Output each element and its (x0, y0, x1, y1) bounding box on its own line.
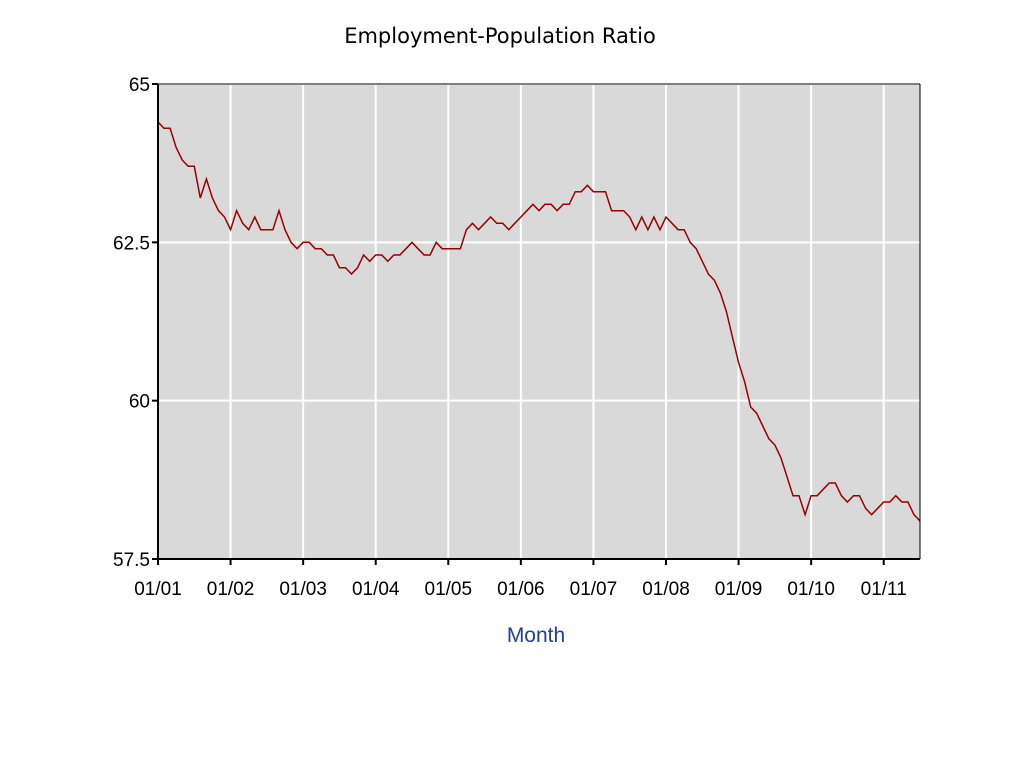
axes (157, 83, 921, 560)
grid-lines (158, 83, 920, 560)
chart-title: Employment-Population Ratio (344, 24, 656, 48)
x-tick-label: 01/09 (715, 579, 763, 600)
x-tick-label: 01/05 (425, 579, 473, 600)
x-tick-label: 01/11 (861, 579, 907, 600)
y-tick-label: 60 (129, 392, 150, 413)
series-line (157, 121, 921, 522)
y-tick-label: 62.5 (113, 233, 150, 254)
y-tick-label: 57.5 (113, 550, 150, 571)
y-axis-ticks: 65 62.5 60 57.5 (113, 75, 158, 571)
x-tick-label: 01/01 (134, 579, 182, 600)
x-tick-label: 01/08 (642, 579, 690, 600)
x-tick-label: 01/04 (352, 579, 400, 600)
x-tick-label: 01/02 (207, 579, 255, 600)
x-tick-label: 01/10 (787, 579, 835, 600)
x-tick-label: 01/06 (497, 579, 545, 600)
plot-area (158, 84, 920, 559)
y-tick-label: 65 (129, 75, 150, 96)
x-tick-label: 01/07 (570, 579, 618, 600)
x-axis-ticks: 01/01 01/02 01/03 01/04 01/05 01/06 01/07 01/08… (134, 559, 907, 600)
x-tick-label: 01/03 (279, 579, 327, 600)
x-axis-title: Month (507, 624, 565, 647)
